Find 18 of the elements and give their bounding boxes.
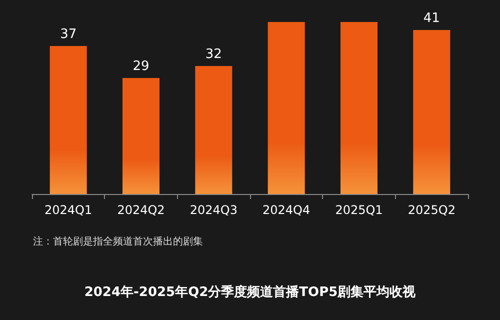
data-label: 41 bbox=[423, 11, 440, 26]
x-tick-label: 2024Q3 bbox=[190, 203, 238, 217]
bar bbox=[268, 22, 305, 194]
bar bbox=[340, 22, 378, 194]
x-tick-label: 2025Q2 bbox=[408, 203, 456, 217]
bar bbox=[195, 66, 232, 194]
data-label: 29 bbox=[132, 59, 150, 74]
text: 注：首轮剧是指全频道首次播出的剧集 bbox=[33, 236, 203, 248]
bar bbox=[413, 30, 450, 194]
bar bbox=[50, 46, 87, 194]
text: 2024年-2025年Q2分季度频道首播TOP5剧集平均收视 bbox=[84, 284, 417, 300]
x-tick-label: 2024Q4 bbox=[262, 203, 310, 217]
x-tick-label: 2024Q2 bbox=[117, 203, 165, 217]
bar bbox=[122, 78, 160, 194]
x-tick-label: 2025Q1 bbox=[335, 203, 383, 217]
x-tick-label: 2024Q1 bbox=[44, 203, 92, 217]
data-label: 37 bbox=[60, 27, 77, 42]
data-label: 32 bbox=[205, 47, 222, 62]
